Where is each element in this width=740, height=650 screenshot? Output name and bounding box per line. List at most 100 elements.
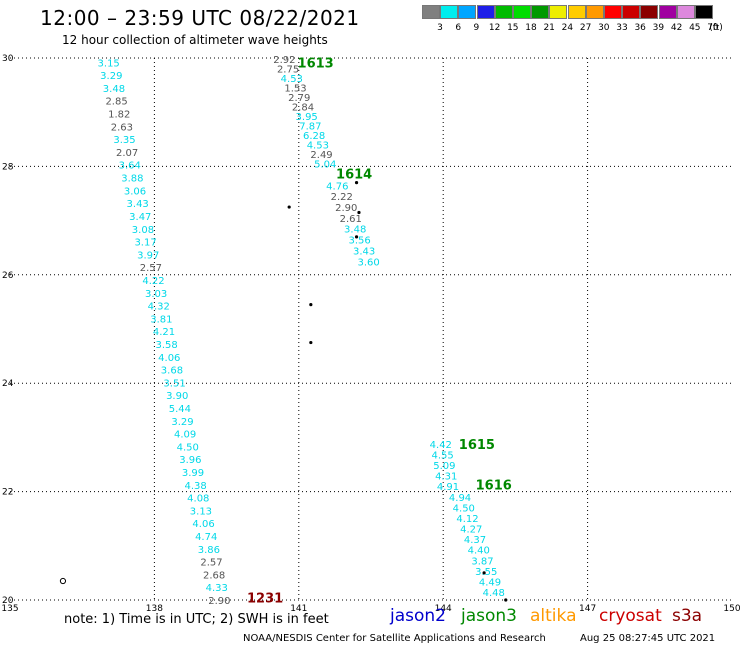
y-tick-label: 22 (2, 488, 13, 498)
wave-height-value: 2.49 (310, 150, 332, 161)
credit-line: NOAA/NESDIS Center for Satellite Applica… (243, 633, 546, 644)
y-tick-label: 20 (2, 596, 14, 606)
wave-height-value: 4.50 (453, 504, 475, 515)
wave-height-value: 2.75 (277, 65, 299, 76)
scale-label: 15 (507, 23, 519, 33)
wave-height-value: 2.90 (208, 596, 230, 607)
wave-height-value: 2.63 (111, 122, 133, 133)
scale-label: 12 (488, 23, 501, 33)
y-tick-label: 30 (2, 54, 14, 64)
wave-height-value: 2.61 (340, 214, 362, 225)
position-marker (357, 210, 361, 215)
wave-height-value: 2.90 (335, 203, 357, 214)
wave-height-value: 3.58 (156, 340, 178, 351)
wave-height-value: 3.29 (171, 417, 193, 428)
wave-height-value: 4.32 (148, 302, 170, 313)
wave-height-value: 4.40 (468, 546, 490, 557)
wave-height-value: 4.76 (326, 181, 348, 192)
wave-height-value: 3.48 (103, 84, 125, 95)
position-marker (309, 340, 313, 345)
wave-height-value: 2.57 (140, 263, 162, 274)
wave-height-value: 3.60 (357, 257, 379, 268)
wave-height-value: 2.84 (292, 103, 314, 114)
legend-altika: altika (530, 606, 577, 626)
scale-unit: (ft) (709, 23, 723, 33)
scale-swatch (458, 5, 477, 19)
wave-height-value: 4.21 (153, 327, 175, 338)
wave-height-value: 3.68 (161, 366, 183, 377)
x-tick-label: 147 (579, 604, 596, 614)
wave-height-value: 1.82 (108, 110, 130, 121)
scale-label: 3 (437, 23, 443, 33)
wave-height-value: 4.33 (206, 583, 228, 594)
position-marker (354, 235, 359, 239)
wave-height-value: 3.51 (163, 378, 185, 389)
wave-height-value: 4.06 (158, 353, 180, 364)
wave-height-value: 3.87 (471, 556, 493, 567)
scale-swatch (513, 5, 531, 19)
scale-label: 24 (561, 23, 574, 33)
wave-height-value: 3.48 (344, 225, 366, 236)
wave-height-value: 3.96 (179, 455, 201, 466)
y-tick-label: 24 (2, 379, 14, 389)
wave-height-value: 6.28 (303, 131, 325, 142)
scale-label: 27 (579, 23, 592, 33)
x-tick-label: 141 (290, 604, 307, 614)
position-marker (354, 181, 359, 185)
scale-swatch (695, 5, 713, 19)
wave-height-value: 3.15 (98, 58, 120, 69)
wave-height-value: 4.22 (142, 276, 164, 287)
scale-label: 36 (634, 23, 646, 33)
wave-height-value: 7.87 (299, 122, 321, 133)
scale-label: 33 (616, 23, 628, 33)
open-circle-marker (59, 577, 67, 585)
scale-label: 30 (598, 23, 610, 33)
wave-height-value: 2.79 (288, 93, 310, 104)
wave-height-value: 3.64 (119, 161, 141, 172)
scale-swatch (531, 5, 550, 19)
wave-height-value: 3.97 (137, 250, 159, 261)
scale-swatch (494, 5, 513, 19)
position-marker (482, 571, 486, 575)
wave-height-value: 5.44 (169, 404, 191, 415)
wave-height-value: 4.12 (456, 514, 478, 525)
scale-label: 6 (455, 23, 462, 33)
wave-height-value: 3.86 (198, 545, 220, 556)
track-label: 1613 (298, 56, 334, 71)
wave-height-value: 3.17 (134, 238, 156, 249)
wave-height-value: 3.13 (190, 506, 212, 517)
wave-height-value: 2.85 (105, 97, 127, 108)
wave-height-value: 4.42 (430, 440, 452, 451)
wave-height-value: 4.53 (307, 141, 329, 152)
wave-height-value: 2.57 (200, 558, 222, 569)
wave-height-value: 2.68 (203, 570, 225, 581)
scale-swatch (422, 5, 440, 19)
scale-label: 21 (543, 23, 555, 33)
x-tick-label: 135 (1, 604, 18, 614)
wave-height-value: 3.29 (100, 71, 122, 82)
wave-height-value: 4.37 (464, 535, 486, 546)
scale-swatch (640, 5, 659, 19)
x-tick-label: 150 (723, 604, 740, 614)
legend-jason2: jason2 (390, 606, 446, 626)
legend-s3a: s3a (672, 606, 703, 626)
scale-swatch (622, 5, 641, 19)
wave-height-value: 4.50 (177, 442, 199, 453)
scale-label: 45 (689, 23, 701, 33)
units-note: note: 1) Time is in UTC; 2) SWH is in fe… (64, 612, 329, 627)
wave-height-value: 3.03 (145, 289, 167, 300)
wave-height-value: 3.08 (132, 225, 154, 236)
wave-height-value: 3.81 (150, 314, 172, 325)
wave-height-value: 3.06 (124, 186, 146, 197)
wave-height-value: 4.49 (479, 577, 501, 588)
scale-swatch (476, 5, 495, 19)
wave-height-value: 3.43 (127, 199, 149, 210)
y-tick-label: 26 (2, 271, 14, 281)
legend-cryosat: cryosat (599, 606, 662, 626)
position-marker (309, 303, 313, 307)
chart-subtitle: 12 hour collection of altimeter wave hei… (62, 33, 328, 47)
scale-label: 39 (652, 23, 665, 33)
wave-height-value: 4.48 (483, 588, 505, 599)
wave-height-value: 4.53 (281, 74, 303, 85)
